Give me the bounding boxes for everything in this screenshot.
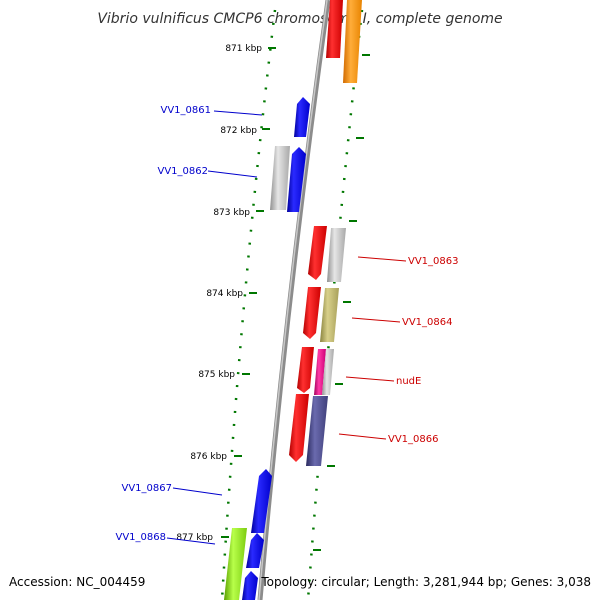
ruler-labels: 871 kbp 872 kbp 873 kbp 874 kbp 875 kbp …: [176, 44, 262, 543]
label-vv1-0861[interactable]: VV1_0861: [161, 105, 212, 116]
gene-slate-0866[interactable]: [306, 396, 328, 466]
outer-dotted-arc: [306, 9, 364, 600]
label-nude[interactable]: nudE: [396, 376, 421, 387]
leader-vv1-0862: [207, 170, 258, 178]
ruler-label-873: 873 kbp: [213, 208, 250, 218]
label-vv1-0862[interactable]: VV1_0862: [158, 166, 209, 177]
gene-vv1-0864[interactable]: [303, 287, 321, 339]
leader-vv1-0867: [172, 487, 223, 496]
gene-red-1[interactable]: [326, 0, 343, 58]
label-vv1-0868[interactable]: VV1_0868: [116, 532, 167, 543]
leader-lines: [166, 110, 407, 545]
map-title: Vibrio vulnificus CMCP6 chromosome I, co…: [97, 11, 502, 27]
leader-vv1-0864: [351, 317, 401, 323]
ruler-dots: [220, 9, 364, 600]
leader-nude: [345, 376, 395, 382]
gene-gray-0863[interactable]: [327, 228, 346, 282]
ruler-label-874: 874 kbp: [206, 289, 243, 299]
ruler-label-872: 872 kbp: [220, 126, 257, 136]
gene-vv1-0868[interactable]: [246, 533, 264, 568]
leader-vv1-0861: [213, 110, 263, 116]
label-vv1-0867[interactable]: VV1_0867: [122, 483, 173, 494]
forward-genes: [289, 0, 362, 466]
genome-backbone: [257, 0, 331, 600]
leader-vv1-0868: [166, 537, 216, 545]
leader-vv1-0863: [357, 256, 407, 262]
ruler-label-871: 871 kbp: [225, 44, 262, 54]
gene-vv1-0863[interactable]: [308, 226, 327, 280]
accession-text: Accession: NC_004459: [9, 575, 145, 589]
label-vv1-0863[interactable]: VV1_0863: [408, 256, 459, 267]
ruler-label-876: 876 kbp: [190, 452, 227, 462]
gene-orange-1[interactable]: [343, 0, 362, 83]
gene-red-nude-left[interactable]: [297, 347, 314, 393]
gene-vv1-0862[interactable]: [287, 147, 306, 212]
ruler-major-ticks: [221, 47, 370, 551]
backbone-highlight: [258, 0, 328, 600]
leader-vv1-0866: [338, 433, 387, 440]
label-vv1-0866[interactable]: VV1_0866: [388, 434, 439, 445]
reverse-genes: [224, 97, 310, 600]
gene-khaki-0864[interactable]: [320, 288, 339, 342]
gene-gray-0862[interactable]: [270, 146, 290, 210]
genome-summary-text: Topology: circular; Length: 3,281,944 bp…: [260, 575, 591, 589]
gene-vv1-0861[interactable]: [294, 97, 310, 137]
label-vv1-0864[interactable]: VV1_0864: [402, 317, 453, 328]
gene-gray-nude[interactable]: [322, 349, 334, 395]
inner-dotted-arc: [220, 9, 277, 600]
ruler-label-877: 877 kbp: [176, 533, 213, 543]
gene-green-0868[interactable]: [224, 528, 247, 600]
ruler-label-875: 875 kbp: [198, 370, 235, 380]
gene-blue-bottom[interactable]: [242, 571, 258, 600]
gene-labels: VV1_0861 VV1_0862 VV1_0863 VV1_0864 nudE…: [116, 105, 459, 543]
gene-vv1-0866[interactable]: [289, 394, 309, 462]
gene-vv1-0867[interactable]: [251, 469, 272, 533]
